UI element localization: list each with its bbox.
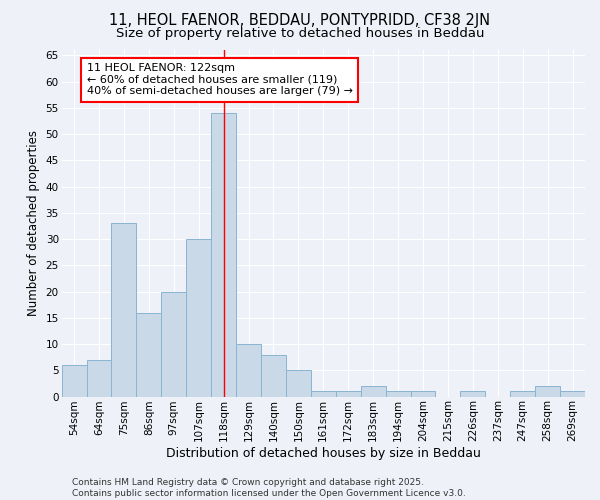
Bar [86,360,112,397]
Bar [62,365,86,396]
Y-axis label: Number of detached properties: Number of detached properties [27,130,40,316]
Bar [410,392,436,396]
Text: Size of property relative to detached houses in Beddau: Size of property relative to detached ho… [116,28,484,40]
X-axis label: Distribution of detached houses by size in Beddau: Distribution of detached houses by size … [166,447,481,460]
Bar [386,392,410,396]
Bar [311,392,336,396]
Text: 11 HEOL FAENOR: 122sqm
← 60% of detached houses are smaller (119)
40% of semi-de: 11 HEOL FAENOR: 122sqm ← 60% of detached… [86,63,353,96]
Bar [211,113,236,397]
Bar [286,370,311,396]
Bar [186,239,211,396]
Bar [261,354,286,397]
Text: 11, HEOL FAENOR, BEDDAU, PONTYPRIDD, CF38 2JN: 11, HEOL FAENOR, BEDDAU, PONTYPRIDD, CF3… [109,12,491,28]
Bar [161,292,186,397]
Bar [361,386,386,396]
Text: Contains HM Land Registry data © Crown copyright and database right 2025.
Contai: Contains HM Land Registry data © Crown c… [72,478,466,498]
Bar [136,312,161,396]
Bar [336,392,361,396]
Bar [460,392,485,396]
Bar [535,386,560,396]
Bar [236,344,261,397]
Bar [510,392,535,396]
Bar [112,224,136,396]
Bar [560,392,585,396]
